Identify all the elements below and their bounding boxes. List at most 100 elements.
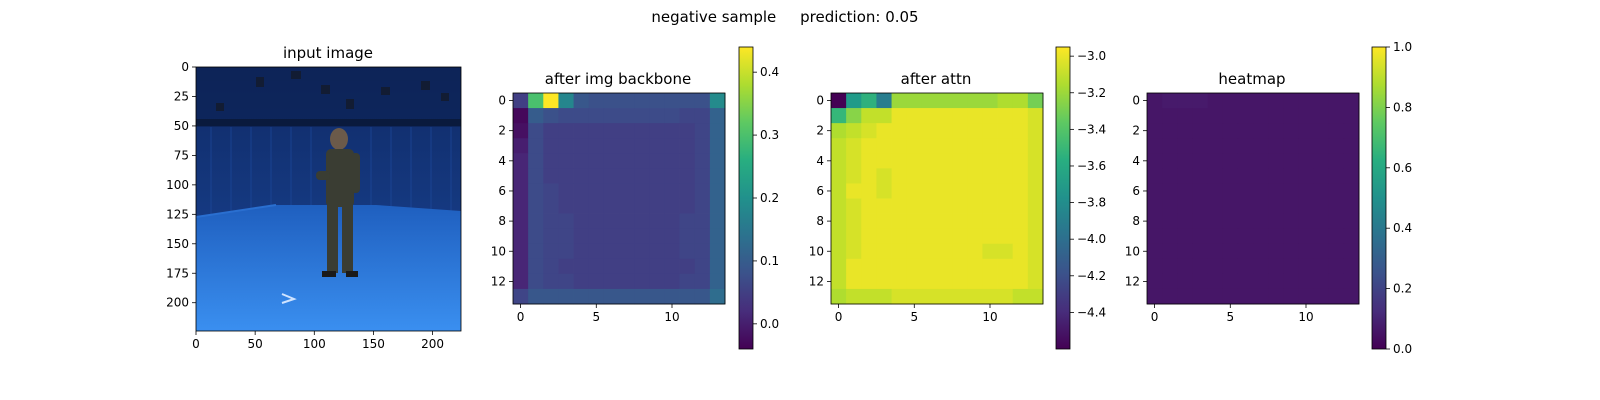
heatmap-cell xyxy=(528,198,544,214)
heatmap-cell xyxy=(861,183,877,199)
heatmap-cell xyxy=(709,168,726,184)
y-tick-label: 125 xyxy=(166,207,189,221)
heatmap-cell xyxy=(1222,93,1239,109)
heatmap-cell xyxy=(1222,153,1239,169)
heatmap-cell xyxy=(543,123,559,139)
heatmap-cells xyxy=(513,93,726,305)
axes-frame xyxy=(830,92,1044,305)
heatmap-cell xyxy=(997,273,1014,290)
heatmap-cell xyxy=(906,168,923,184)
heatmap-cell xyxy=(1207,243,1224,260)
colorbar-tick-label: 0.8 xyxy=(1393,100,1412,114)
heatmap-cell xyxy=(1147,243,1163,260)
heatmap-cell xyxy=(649,93,665,109)
heatmap-cell xyxy=(921,258,938,275)
heatmap-cell xyxy=(952,183,968,199)
heatmap-cell xyxy=(1313,258,1330,275)
heatmap-cell xyxy=(952,138,968,154)
heatmap-cell xyxy=(1343,288,1360,305)
heatmap-cell xyxy=(1147,123,1163,139)
heatmap-cell xyxy=(952,153,968,169)
heatmap-cell xyxy=(1222,258,1239,275)
heatmap-cell xyxy=(1237,213,1254,230)
heatmap-cell xyxy=(876,258,892,275)
heatmap-cell xyxy=(876,273,892,290)
heatmap-cell xyxy=(906,258,923,275)
heatmap-cell xyxy=(513,258,529,275)
heatmap-cell xyxy=(634,273,650,290)
heatmap-cell xyxy=(588,138,605,154)
heatmap-cell xyxy=(1283,168,1299,184)
heatmap-cell xyxy=(709,183,726,199)
heatmap-cell xyxy=(1177,138,1193,154)
heatmap-cell xyxy=(513,183,529,199)
heatmap-cell xyxy=(558,198,574,214)
heatmap-cell xyxy=(1207,108,1224,124)
heatmap-cell xyxy=(634,258,650,275)
heatmap-cell xyxy=(1192,243,1208,260)
heatmap-cell xyxy=(1253,168,1269,184)
heatmap-cell xyxy=(513,273,529,290)
axis-ticks: 0 5 10 0 2 4 6 8 10 12 xyxy=(1125,94,1314,324)
heatmap-cell xyxy=(831,153,847,169)
heatmap-cell xyxy=(921,183,938,199)
heatmap-cell xyxy=(1222,198,1239,214)
figure-suptitle: negative sample prediction: 0.05 xyxy=(651,8,918,26)
heatmap-cell xyxy=(1012,213,1029,230)
heatmap-cell xyxy=(1207,138,1224,154)
heatmap-cell xyxy=(603,93,620,109)
heatmap-cell xyxy=(1222,168,1239,184)
heatmap-cell xyxy=(513,93,529,109)
heatmap-cell xyxy=(831,243,847,260)
heatmap-cell xyxy=(876,153,892,169)
heatmap-cell xyxy=(649,258,665,275)
y-tick-label: 4 xyxy=(1132,154,1140,168)
heatmap-cell xyxy=(967,243,983,260)
heatmap-cell xyxy=(1253,93,1269,109)
y-tick-label: 0 xyxy=(181,60,189,74)
heatmap-cell xyxy=(906,108,923,124)
heatmap-cell xyxy=(588,168,605,184)
heatmap-cell xyxy=(619,168,635,184)
heatmap-cell xyxy=(543,153,559,169)
heatmap-cell xyxy=(1012,93,1029,109)
heatmap-cell xyxy=(543,273,559,290)
heatmap-cell xyxy=(876,108,892,124)
heatmap-cell xyxy=(649,213,665,230)
heatmap-cell xyxy=(997,93,1014,109)
heatmap-cell xyxy=(1328,108,1345,124)
heatmap-cell xyxy=(603,183,620,199)
heatmap-cell xyxy=(952,288,968,305)
y-tick-label: 2 xyxy=(498,124,506,138)
heatmap-cell xyxy=(1012,228,1029,245)
panel-title: input image xyxy=(283,44,373,62)
heatmap-cell xyxy=(952,93,968,109)
colorbar-tick-label: 0.6 xyxy=(1393,161,1412,175)
heatmap-cell xyxy=(649,138,665,154)
heatmap-cell xyxy=(1283,198,1299,214)
heatmap-cell xyxy=(876,168,892,184)
heatmap-cell xyxy=(1192,153,1208,169)
heatmap-cell xyxy=(1328,153,1345,169)
heatmap-cell xyxy=(967,273,983,290)
heatmap-cell xyxy=(921,123,938,139)
y-tick-label: 0 xyxy=(816,94,824,108)
heatmap-cell xyxy=(982,288,998,305)
colorbar-tick-label: −3.0 xyxy=(1077,49,1106,63)
heatmap-cell xyxy=(558,153,574,169)
heatmap-cell xyxy=(543,228,559,245)
heatmap-cell xyxy=(967,213,983,230)
heatmap-cell xyxy=(831,198,847,214)
heatmap-cell xyxy=(619,288,635,305)
heatmap-cell xyxy=(952,213,968,230)
heatmap-cell xyxy=(861,168,877,184)
heatmap-cell xyxy=(1177,93,1193,109)
heatmap-cell xyxy=(1343,243,1360,260)
heatmap-cell xyxy=(543,93,559,109)
heatmap-cell xyxy=(1222,108,1239,124)
x-tick-label: 10 xyxy=(982,310,997,324)
heatmap-cell xyxy=(664,198,680,214)
colorbar-tick-label: 0.2 xyxy=(760,191,779,205)
heatmap-cell xyxy=(603,288,620,305)
heatmap-cell xyxy=(906,288,923,305)
